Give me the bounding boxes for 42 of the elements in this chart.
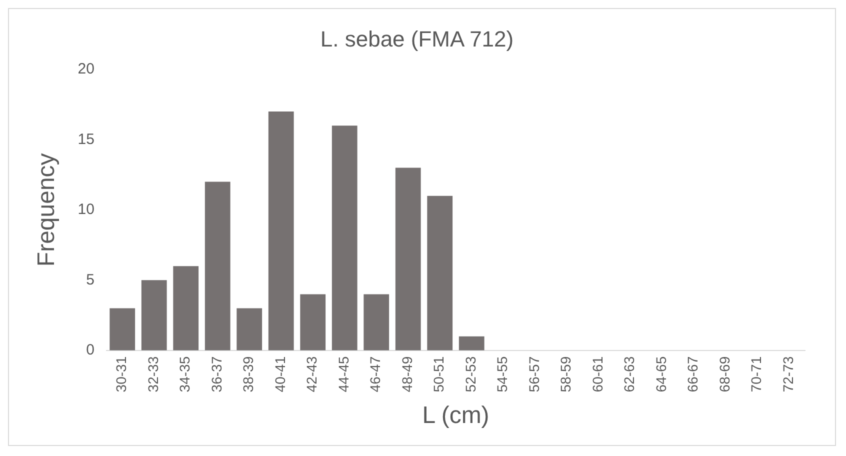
x-tick-label: 64-65 <box>652 356 669 392</box>
y-tick-label: 0 <box>86 342 94 359</box>
x-tick-label: 38-39 <box>240 356 256 392</box>
x-tick-label: 68-69 <box>716 356 732 392</box>
x-tick-label: 52-53 <box>462 356 478 392</box>
x-tick-label: 50-51 <box>430 356 447 392</box>
bar <box>268 112 294 350</box>
bar <box>364 294 390 350</box>
bar <box>332 126 358 350</box>
bar <box>427 196 453 350</box>
x-tick-label: 60-61 <box>589 356 606 392</box>
x-tick-label: 34-35 <box>176 356 193 392</box>
y-tick-label: 15 <box>78 130 94 148</box>
x-tick-label: 32-33 <box>144 356 161 392</box>
y-tick-label: 5 <box>86 271 94 288</box>
bar <box>300 294 326 350</box>
bar <box>395 168 421 350</box>
y-tick-label: 20 <box>78 60 94 78</box>
y-tick-label: 10 <box>78 201 94 218</box>
chart-title: L. sebae (FMA 712) <box>320 26 514 52</box>
x-tick-label: 44-45 <box>335 356 352 392</box>
y-axis-title: Frequency <box>33 153 60 267</box>
x-tick-label: 58-59 <box>558 356 574 392</box>
x-tick-label: 56-57 <box>526 356 542 392</box>
bar <box>236 308 262 350</box>
bar <box>204 182 230 350</box>
x-tick-label: 66-67 <box>684 356 701 392</box>
bar <box>141 280 167 350</box>
x-tick-label: 54-55 <box>494 356 510 392</box>
x-tick-label: 70-71 <box>748 356 764 392</box>
x-tick-label: 40-41 <box>272 356 288 392</box>
x-tick-label: 72-73 <box>780 356 796 392</box>
x-tick-label: 48-49 <box>398 356 415 392</box>
x-tick-label: 30-31 <box>113 356 130 392</box>
x-axis-title: L (cm) <box>422 402 490 430</box>
bar <box>458 336 484 350</box>
x-tick-label: 36-37 <box>208 356 224 392</box>
bar <box>173 266 199 350</box>
x-tick-label: 42-43 <box>304 356 320 392</box>
x-tick-label: 62-63 <box>621 356 638 392</box>
bar <box>110 308 136 350</box>
x-tick-label: 46-47 <box>367 356 384 392</box>
